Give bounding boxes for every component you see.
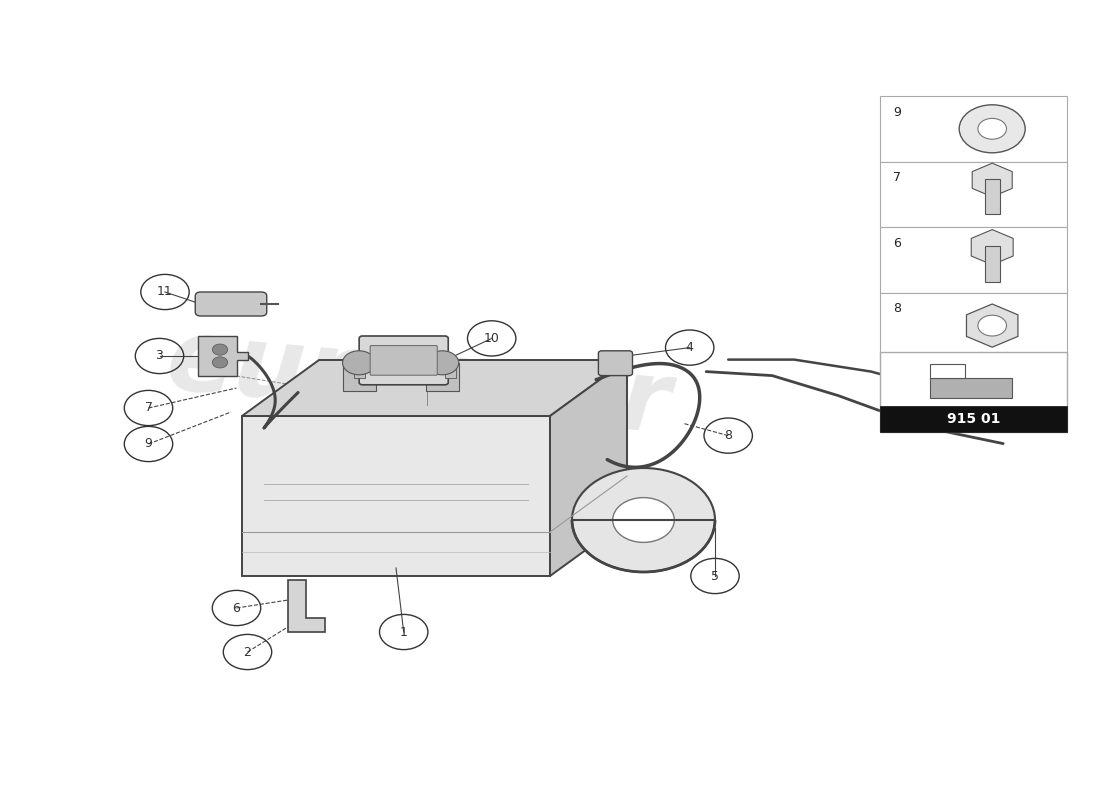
Circle shape	[212, 344, 228, 355]
Polygon shape	[342, 362, 375, 390]
Text: 7: 7	[893, 171, 901, 184]
Polygon shape	[242, 360, 627, 416]
FancyBboxPatch shape	[880, 406, 1067, 432]
Text: 4: 4	[685, 341, 694, 354]
Circle shape	[572, 468, 715, 572]
FancyBboxPatch shape	[880, 162, 1067, 227]
FancyBboxPatch shape	[354, 362, 365, 378]
Text: 3: 3	[155, 350, 164, 362]
Circle shape	[342, 350, 375, 374]
Text: 5: 5	[711, 570, 719, 582]
Polygon shape	[971, 230, 1013, 265]
FancyBboxPatch shape	[196, 292, 266, 316]
Circle shape	[978, 118, 1006, 139]
Circle shape	[212, 357, 228, 368]
FancyBboxPatch shape	[444, 362, 456, 378]
FancyBboxPatch shape	[880, 96, 1067, 162]
FancyBboxPatch shape	[984, 179, 1000, 214]
FancyBboxPatch shape	[360, 336, 449, 385]
Circle shape	[613, 498, 674, 542]
Polygon shape	[198, 336, 248, 376]
Polygon shape	[550, 360, 627, 576]
Polygon shape	[967, 304, 1018, 347]
Polygon shape	[288, 580, 324, 632]
Circle shape	[426, 350, 459, 374]
Text: 6: 6	[232, 602, 241, 614]
FancyBboxPatch shape	[930, 364, 965, 378]
FancyBboxPatch shape	[880, 293, 1067, 358]
FancyBboxPatch shape	[880, 227, 1067, 293]
Polygon shape	[242, 416, 550, 576]
Circle shape	[959, 105, 1025, 153]
Text: 7: 7	[144, 402, 153, 414]
FancyBboxPatch shape	[598, 350, 632, 375]
Text: 2: 2	[243, 646, 252, 658]
Polygon shape	[426, 362, 459, 390]
FancyBboxPatch shape	[930, 378, 1012, 398]
Text: 9: 9	[144, 438, 153, 450]
Text: 11: 11	[157, 286, 173, 298]
Text: 8: 8	[893, 302, 901, 315]
Circle shape	[990, 390, 1016, 409]
FancyBboxPatch shape	[984, 246, 1000, 282]
Text: 8: 8	[724, 429, 733, 442]
Text: eurospar: eurospar	[162, 314, 674, 454]
Text: 10: 10	[484, 332, 499, 345]
FancyBboxPatch shape	[371, 346, 438, 375]
Text: 9: 9	[893, 106, 901, 118]
Text: a passion for parts since 1985: a passion for parts since 1985	[338, 456, 630, 536]
Polygon shape	[972, 163, 1012, 197]
Circle shape	[978, 315, 1006, 336]
Text: 1: 1	[399, 626, 408, 638]
Text: 915 01: 915 01	[947, 412, 1000, 426]
FancyBboxPatch shape	[880, 352, 1067, 432]
Text: 6: 6	[893, 237, 901, 250]
